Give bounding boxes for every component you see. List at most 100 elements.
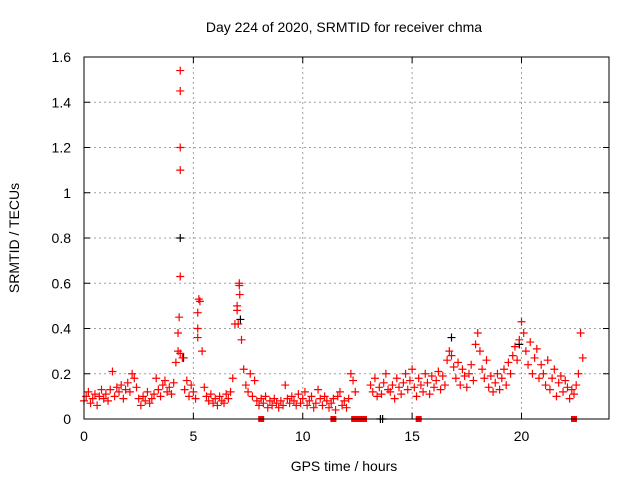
data-point bbox=[180, 385, 189, 394]
data-point bbox=[497, 374, 506, 383]
data-point bbox=[235, 290, 244, 299]
data-point bbox=[513, 356, 522, 365]
data-point bbox=[414, 374, 423, 383]
data-point bbox=[257, 394, 266, 403]
data-point bbox=[90, 390, 99, 399]
data-point bbox=[506, 369, 515, 378]
data-point bbox=[532, 344, 541, 353]
data-point bbox=[447, 351, 456, 360]
data-point bbox=[246, 369, 255, 378]
data-point bbox=[432, 376, 441, 385]
data-point bbox=[473, 329, 482, 338]
data-point bbox=[454, 358, 463, 367]
data-point bbox=[395, 383, 403, 392]
data-point bbox=[502, 381, 511, 390]
y-tick-label: 0.2 bbox=[52, 366, 72, 382]
data-point bbox=[449, 362, 458, 371]
data-point bbox=[515, 335, 524, 344]
data-point bbox=[322, 396, 331, 405]
data-point bbox=[386, 387, 395, 396]
data-point bbox=[305, 396, 314, 405]
data-point bbox=[237, 335, 246, 344]
data-point bbox=[176, 166, 185, 175]
data-point bbox=[281, 381, 290, 390]
data-point bbox=[115, 387, 123, 396]
data-point bbox=[311, 399, 320, 408]
grid-lines bbox=[84, 57, 609, 419]
data-point bbox=[379, 378, 388, 387]
data-point bbox=[99, 394, 108, 403]
data-point bbox=[554, 378, 563, 387]
data-point bbox=[316, 394, 325, 403]
data-point bbox=[174, 329, 183, 338]
data-point bbox=[189, 387, 198, 396]
data-point bbox=[182, 376, 191, 385]
data-point bbox=[294, 390, 303, 399]
data-point bbox=[248, 392, 257, 401]
y-tick-label: 1.2 bbox=[52, 140, 72, 156]
axis-ticks: 0 5 10 15 20 0 0.2 0.4 0.6 0.8 1 1.2 1.4 1.6 bbox=[52, 49, 609, 444]
data-point bbox=[576, 329, 585, 338]
data-point bbox=[263, 403, 272, 412]
data-point bbox=[88, 394, 97, 403]
data-point bbox=[320, 392, 329, 401]
data-point bbox=[121, 385, 130, 394]
data-point bbox=[561, 376, 570, 385]
data-point bbox=[211, 394, 220, 403]
data-point bbox=[421, 369, 430, 378]
data-point bbox=[198, 347, 207, 356]
data-point bbox=[456, 381, 465, 390]
data-point bbox=[213, 401, 222, 410]
data-point bbox=[416, 381, 425, 390]
y-tick-label: 0.6 bbox=[52, 275, 72, 291]
data-point bbox=[530, 353, 539, 362]
data-point bbox=[504, 358, 513, 367]
data-point bbox=[200, 383, 209, 392]
data-point bbox=[234, 319, 243, 328]
data-point bbox=[276, 396, 285, 405]
data-point bbox=[143, 387, 152, 396]
data-point bbox=[233, 306, 242, 315]
data-point bbox=[209, 399, 218, 408]
data-point bbox=[471, 340, 480, 349]
data-point bbox=[307, 392, 316, 401]
data-point bbox=[545, 385, 554, 394]
data-point bbox=[447, 333, 456, 342]
data-point bbox=[176, 349, 185, 358]
data-point bbox=[368, 387, 377, 396]
data-point bbox=[274, 403, 283, 412]
data-point bbox=[331, 405, 340, 414]
data-point bbox=[171, 358, 180, 367]
data-point bbox=[206, 390, 215, 399]
data-point bbox=[401, 369, 410, 378]
data-point bbox=[147, 394, 156, 403]
data-point bbox=[204, 396, 213, 405]
data-point bbox=[484, 383, 493, 392]
data-point bbox=[252, 396, 261, 405]
data-point bbox=[440, 381, 449, 390]
data-point bbox=[270, 394, 279, 403]
data-point bbox=[397, 390, 406, 399]
data-point bbox=[489, 387, 498, 396]
data-point bbox=[392, 374, 401, 383]
data-point bbox=[139, 392, 148, 401]
data-point bbox=[335, 387, 344, 396]
data-point bbox=[202, 392, 211, 401]
data-point bbox=[176, 66, 185, 75]
data-point bbox=[236, 315, 245, 324]
data-point bbox=[318, 401, 327, 410]
y-tick-label: 0.8 bbox=[52, 230, 72, 246]
data-point bbox=[550, 365, 559, 374]
data-point bbox=[559, 387, 568, 396]
data-point bbox=[283, 394, 292, 403]
data-point bbox=[93, 401, 102, 410]
data-point bbox=[145, 399, 154, 408]
data-point bbox=[154, 385, 163, 394]
data-point bbox=[193, 333, 202, 342]
data-point bbox=[279, 401, 288, 410]
data-point bbox=[578, 353, 587, 362]
data-point bbox=[285, 399, 294, 408]
data-point bbox=[552, 392, 561, 401]
data-point bbox=[375, 383, 384, 392]
data-point bbox=[130, 374, 139, 383]
